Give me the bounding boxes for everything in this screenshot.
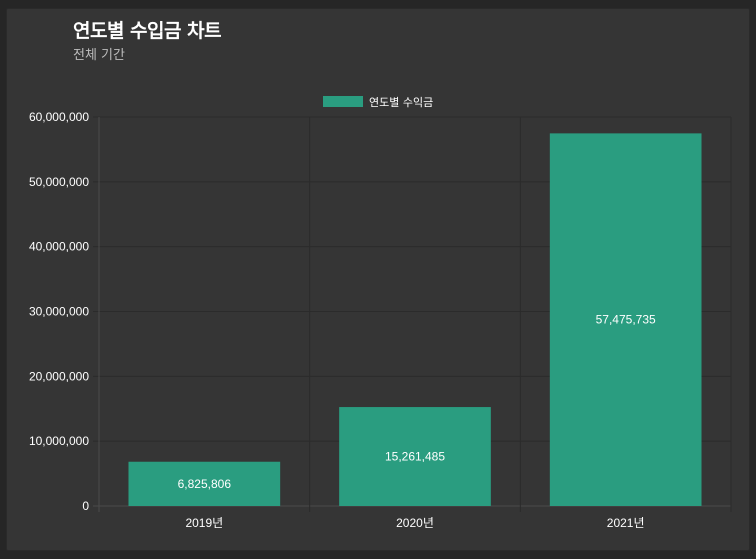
x-tick-label: 2020년 — [396, 516, 434, 530]
bar-value-label: 6,825,806 — [178, 477, 232, 491]
x-tick-label: 2021년 — [607, 516, 645, 530]
chart-subtitle: 전체 기간 — [73, 48, 125, 63]
bar-value-label: 57,475,735 — [596, 313, 656, 327]
legend[interactable]: 연도별 수익금 — [323, 96, 433, 109]
x-axis-ticks: 2019년 2020년 2021년 — [185, 516, 644, 530]
legend-label: 연도별 수익금 — [369, 96, 433, 109]
y-axis-ticks: 0 10,000,000 20,000,000 30,000,000 40,000,00… — [29, 110, 89, 513]
x-tick-label: 2019년 — [185, 516, 223, 530]
y-tick-label: 60,000,000 — [29, 110, 89, 124]
y-tick-label: 20,000,000 — [29, 369, 89, 383]
y-tick-label: 30,000,000 — [29, 305, 89, 319]
bar — [128, 461, 281, 506]
y-tick-label: 0 — [82, 499, 89, 513]
legend-swatch — [323, 96, 363, 107]
data-labels: 6,825,806 15,261,485 57,475,735 — [178, 313, 656, 491]
chart-title: 연도별 수입금 차트 — [73, 20, 222, 42]
bars — [128, 133, 702, 506]
y-tick-label: 10,000,000 — [29, 434, 89, 448]
bar — [549, 133, 702, 506]
y-tick-label: 50,000,000 — [29, 175, 89, 189]
y-tick-label: 40,000,000 — [29, 240, 89, 254]
bar-value-label: 15,261,485 — [385, 450, 445, 464]
bar — [339, 407, 491, 506]
